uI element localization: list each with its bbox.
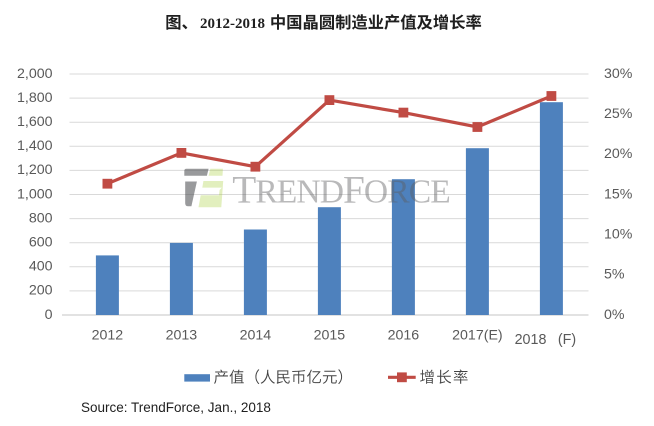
svg-text:2013: 2013 <box>166 328 198 344</box>
svg-text:200: 200 <box>29 283 53 299</box>
svg-text:0: 0 <box>45 307 53 323</box>
svg-text:1,200: 1,200 <box>17 162 53 178</box>
svg-text:2015: 2015 <box>314 328 346 344</box>
svg-text:E: E <box>430 173 451 210</box>
svg-text:O: O <box>364 173 388 210</box>
svg-text:2012-2018: 2012-2018 <box>200 16 265 32</box>
svg-text:Source: TrendForce, Jan., 2018: Source: TrendForce, Jan., 2018 <box>81 400 271 415</box>
svg-text:2012: 2012 <box>92 328 124 344</box>
svg-text:2014: 2014 <box>240 328 272 344</box>
svg-text:1,400: 1,400 <box>17 138 53 154</box>
svg-text:15%: 15% <box>604 186 633 202</box>
svg-text:C: C <box>409 173 431 210</box>
svg-text:1,600: 1,600 <box>17 114 53 130</box>
svg-text:2017(E): 2017(E) <box>452 328 502 344</box>
svg-text:(F): (F) <box>558 332 576 348</box>
svg-text:E: E <box>277 173 298 210</box>
svg-text:R: R <box>255 173 278 210</box>
svg-text:10%: 10% <box>604 227 633 243</box>
svg-text:1,800: 1,800 <box>17 90 53 106</box>
svg-text:600: 600 <box>29 235 53 251</box>
svg-text:5%: 5% <box>604 267 625 283</box>
svg-text:R: R <box>387 173 410 210</box>
svg-text:D: D <box>320 173 344 210</box>
svg-text:2016: 2016 <box>388 328 420 344</box>
svg-text:2018: 2018 <box>515 332 547 348</box>
svg-text:0%: 0% <box>604 307 625 323</box>
svg-text:F: F <box>343 167 365 211</box>
svg-text:20%: 20% <box>604 146 633 162</box>
svg-text:N: N <box>296 173 320 210</box>
svg-text:30%: 30% <box>604 66 633 82</box>
svg-text:800: 800 <box>29 210 53 226</box>
svg-text:25%: 25% <box>604 106 633 122</box>
svg-text:400: 400 <box>29 259 53 275</box>
svg-text:1,000: 1,000 <box>17 186 53 202</box>
svg-text:2,000: 2,000 <box>17 66 53 82</box>
svg-text:T: T <box>232 167 256 211</box>
